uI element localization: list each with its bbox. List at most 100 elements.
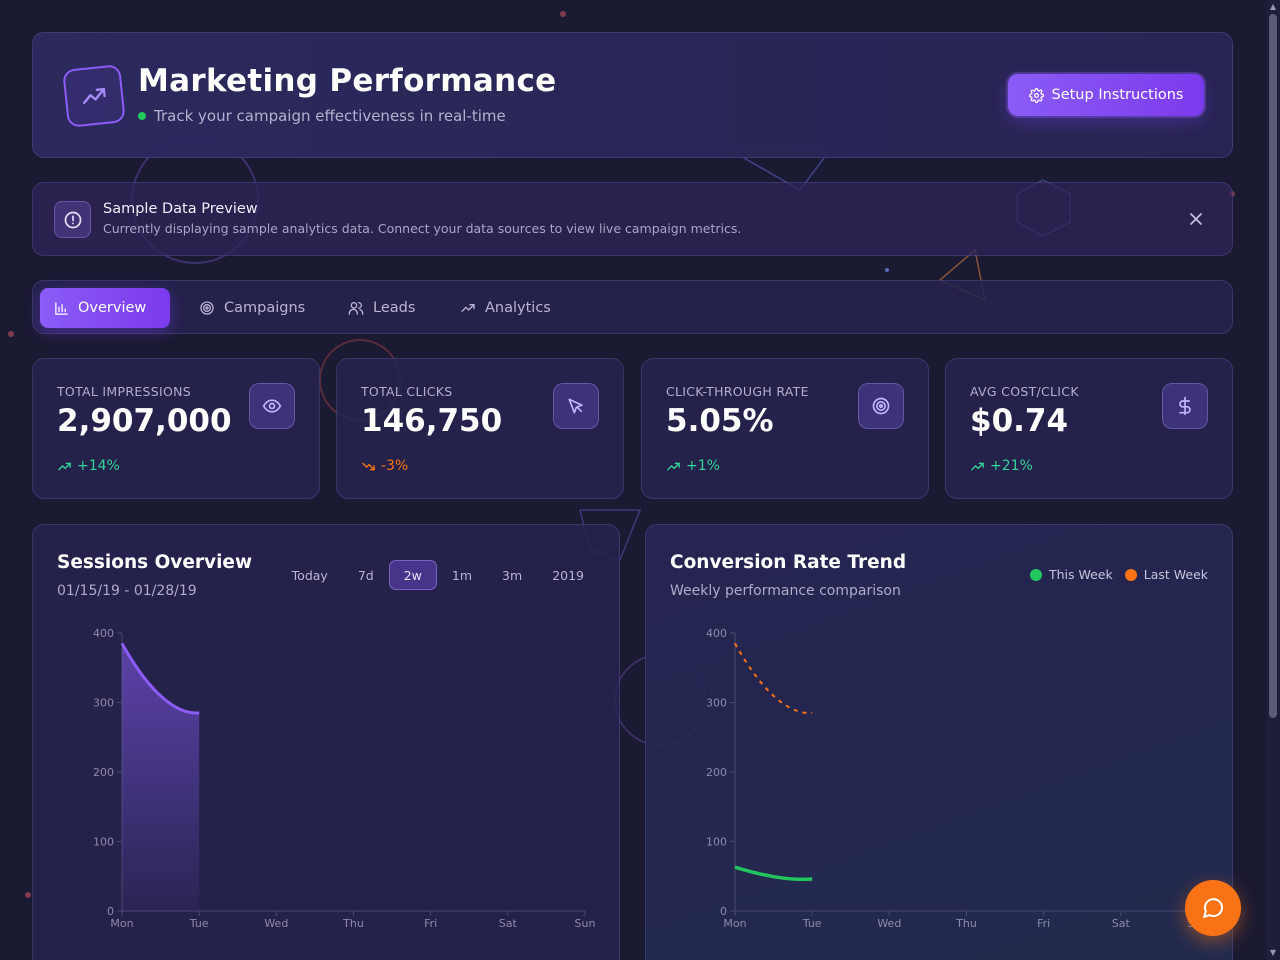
eye-icon <box>249 383 295 429</box>
scroll-up-arrow[interactable]: ▲ <box>1269 2 1277 11</box>
stat-value: 5.05% <box>666 403 774 439</box>
stat-card-cpc: AVG COST/CLICK $0.74 +21% <box>945 358 1233 499</box>
tab-overview-label: Overview <box>78 300 147 316</box>
stat-value: 2,907,000 <box>57 403 232 439</box>
trending-up-icon <box>667 462 680 470</box>
legend-label: This Week <box>1048 567 1113 582</box>
sessions-title: Sessions Overview <box>57 552 253 573</box>
stat-card-clicks: TOTAL CLICKS 146,750 -3% <box>336 358 624 499</box>
chart-legend: This Week Last Week <box>1029 567 1208 582</box>
y-tick-label: 100 <box>93 836 114 849</box>
setup-instructions-button[interactable]: Setup Instructions <box>1008 74 1204 116</box>
series-line-1 <box>734 642 813 714</box>
y-tick-label: 0 <box>107 905 114 918</box>
banner-title: Sample Data Preview <box>103 201 258 217</box>
trending-up-icon <box>58 462 71 470</box>
stat-value: $0.74 <box>970 403 1069 439</box>
conversion-title: Conversion Rate Trend <box>670 552 907 573</box>
vertical-scrollbar[interactable]: ▲ ▼ <box>1266 0 1280 960</box>
legend-swatch <box>1124 568 1137 581</box>
series-line-0 <box>734 865 813 882</box>
trending-up-icon <box>83 87 106 105</box>
close-icon[interactable] <box>1186 209 1206 229</box>
range-2w[interactable]: 2w <box>388 560 437 590</box>
y-tick-label: 0 <box>720 905 727 918</box>
trending-down-icon <box>362 462 375 470</box>
stat-label: TOTAL CLICKS <box>361 384 453 399</box>
x-tick-label: Mon <box>110 917 133 930</box>
setup-instructions-label: Setup Instructions <box>1051 87 1184 103</box>
stat-change: +21% <box>970 458 1033 474</box>
conversion-chart-card: Conversion Rate Trend Weekly performance… <box>645 524 1233 960</box>
range-2019[interactable]: 2019 <box>552 567 584 583</box>
x-tick-label: Tue <box>189 917 209 930</box>
page-title: Marketing Performance <box>138 63 557 99</box>
sessions-chart-card: Sessions Overview 01/15/19 - 01/28/19 To… <box>32 524 620 960</box>
tab-analytics-label: Analytics <box>485 300 551 316</box>
y-tick-label: 100 <box>706 836 727 849</box>
tab-bar: Overview Campaigns Leads Analytics <box>32 280 1233 334</box>
info-icon <box>54 201 91 238</box>
page-subtitle: Track your campaign effectiveness in rea… <box>138 107 506 125</box>
tab-leads-label: Leads <box>373 300 416 316</box>
sessions-date-range: 01/15/19 - 01/28/19 <box>57 583 197 599</box>
cursor-icon <box>553 383 599 429</box>
stat-label: AVG COST/CLICK <box>970 384 1079 399</box>
stat-change: +14% <box>57 458 120 474</box>
chat-bubble-icon <box>1203 898 1224 918</box>
area-fill <box>122 643 200 911</box>
tab-campaigns[interactable]: Campaigns <box>185 288 319 328</box>
subtitle-text: Track your campaign effectiveness in rea… <box>154 107 506 125</box>
stat-change: -3% <box>361 458 408 474</box>
stat-value: 146,750 <box>361 403 503 439</box>
x-tick-label: Thu <box>955 917 977 930</box>
stat-change-text: +14% <box>77 458 120 474</box>
y-tick-label: 200 <box>93 766 114 779</box>
target-icon <box>858 383 904 429</box>
x-tick-label: Sat <box>499 917 518 930</box>
series-line <box>120 642 200 715</box>
trending-up-icon <box>971 462 984 470</box>
tab-campaigns-label: Campaigns <box>224 300 306 316</box>
y-tick-label: 400 <box>706 627 727 640</box>
x-tick-label: Tue <box>802 917 822 930</box>
range-3m[interactable]: 3m <box>502 567 523 583</box>
target-icon <box>200 301 214 315</box>
gear-icon <box>1028 87 1044 103</box>
chat-button[interactable] <box>1185 880 1241 936</box>
scrollbar-thumb[interactable] <box>1269 14 1277 718</box>
banner-text: Currently displaying sample analytics da… <box>103 221 742 236</box>
x-tick-label: Sat <box>1112 917 1131 930</box>
trending-up-icon <box>461 304 475 312</box>
legend-label: Last Week <box>1143 567 1208 582</box>
stat-change-text: +1% <box>686 458 720 474</box>
x-tick-label: Wed <box>264 917 288 930</box>
range-today[interactable]: Today <box>291 567 328 583</box>
stat-change: +1% <box>666 458 720 474</box>
logo <box>62 64 126 128</box>
stat-label: TOTAL IMPRESSIONS <box>57 384 191 399</box>
stat-card-impressions: TOTAL IMPRESSIONS 2,907,000 +14% <box>32 358 320 499</box>
range-selector: Today 7d 2w 1m 3m 2019 <box>277 560 599 590</box>
sessions-chart: 0 100 200 300 400 Mon Tue Wed Thu Fri Sat Sun <box>93 627 595 930</box>
range-7d[interactable]: 7d <box>357 567 374 583</box>
range-1m[interactable]: 1m <box>451 567 473 583</box>
y-tick-label: 300 <box>706 697 727 710</box>
stat-label: CLICK-THROUGH RATE <box>666 384 809 399</box>
x-tick-label: Thu <box>342 917 364 930</box>
tab-leads[interactable]: Leads <box>334 288 429 328</box>
header: Marketing Performance Track your campaig… <box>32 32 1233 158</box>
y-tick-label: 200 <box>706 766 727 779</box>
stat-card-ctr: CLICK-THROUGH RATE 5.05% +1% <box>641 358 929 499</box>
live-status-dot <box>138 112 146 120</box>
legend-swatch <box>1029 568 1042 581</box>
y-tick-label: 400 <box>93 627 114 640</box>
scroll-down-arrow[interactable]: ▼ <box>1269 948 1277 957</box>
tab-overview[interactable]: Overview <box>40 288 170 328</box>
sample-data-banner: Sample Data Preview Currently displaying… <box>32 182 1233 256</box>
tab-analytics[interactable]: Analytics <box>446 288 565 328</box>
conversion-subtitle: Weekly performance comparison <box>670 583 901 599</box>
x-tick-label: Fri <box>424 917 437 930</box>
